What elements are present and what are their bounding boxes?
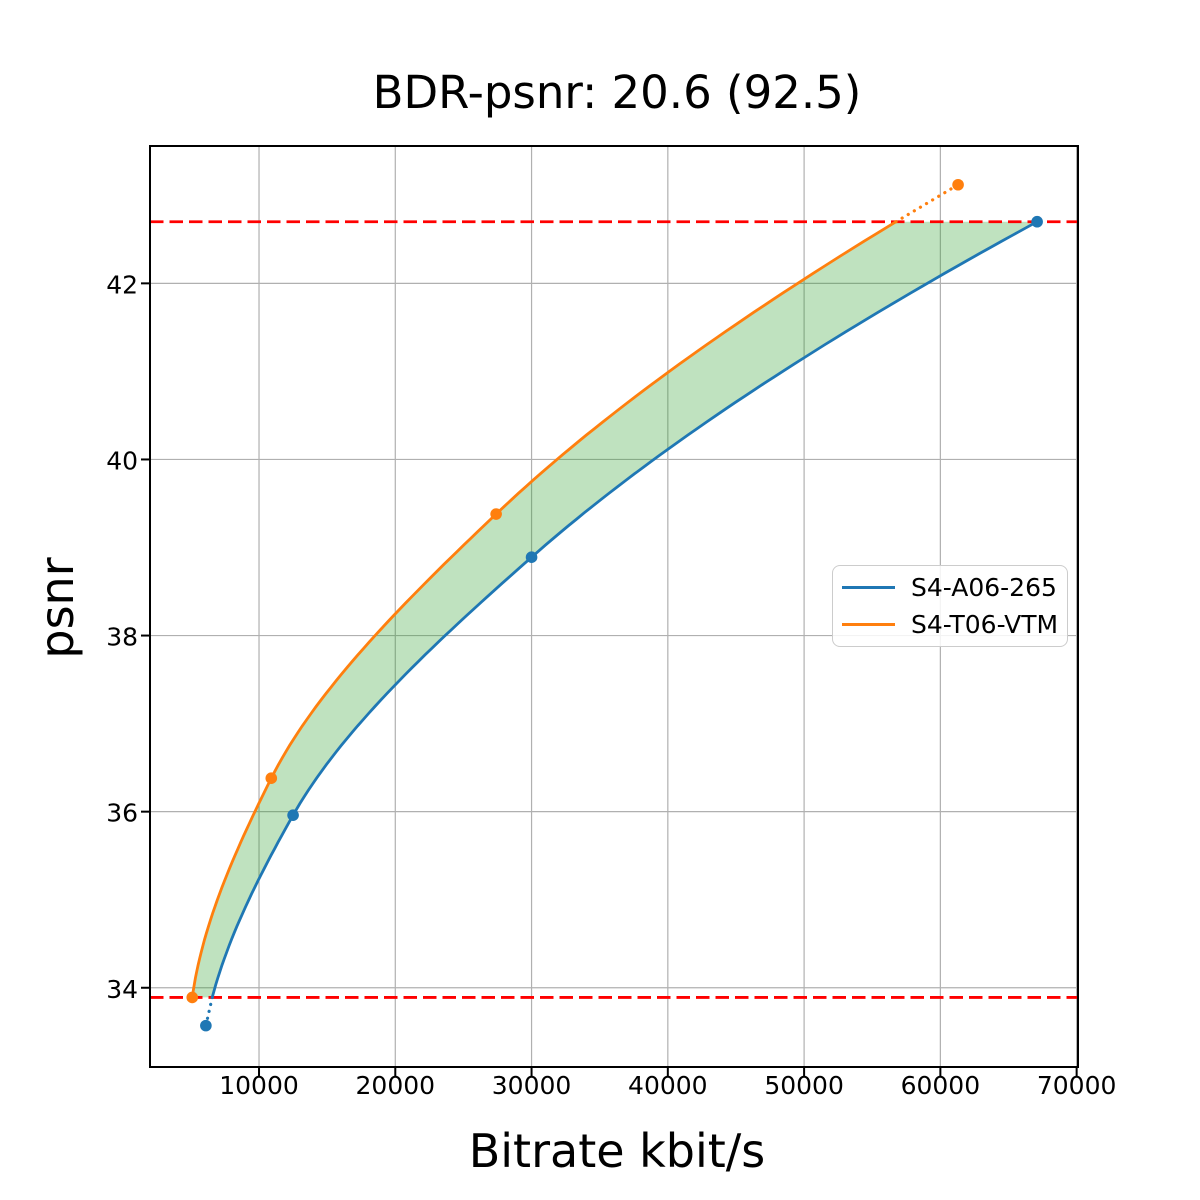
legend-line-sample-orange [842,623,895,626]
data-point-marker-s4-t06-vtm [952,178,964,191]
series-curve-s4-a06-265 [210,220,1038,998]
data-point-marker-s4-a06-265 [525,551,538,563]
data-point-marker-s4-t06-vtm [490,508,502,520]
data-point-marker-s4-t06-vtm [265,772,278,784]
data-point-marker-s4-t06-vtm [186,991,199,1004]
data-point-marker-s4-a06-265 [287,809,299,821]
y-tick-label: 42 [106,270,138,299]
data-point-marker-s4-a06-265 [1031,215,1043,228]
x-tick-label: 20000 [356,1071,436,1100]
x-tick-label: 70000 [1037,1071,1117,1100]
series-curve-s4-t06-vtm [190,220,897,998]
y-axis-label: psnr [30,557,84,659]
x-tick-label: 50000 [764,1071,844,1100]
x-tick-label: 40000 [628,1071,708,1100]
y-tick-label: 36 [106,799,138,828]
legend: S4-A06-265 S4-T06-VTM [832,565,1068,647]
y-tick-label: 34 [106,975,138,1004]
y-tick-label: 40 [106,446,138,475]
series-dotted-extension-s4-t06-vtm [894,183,960,224]
chart-title: BDR-psnr: 20.6 (92.5) [372,66,862,119]
legend-label: S4-A06-265 [911,573,1057,602]
x-tick-label: 30000 [492,1071,572,1100]
x-axis-label: Bitrate kbit/s [468,1124,766,1178]
legend-label: S4-T06-VTM [911,610,1059,639]
axes-spines [149,145,1079,1068]
legend-line-sample-blue [842,586,895,589]
x-tick-label: 60000 [901,1071,981,1100]
legend-item: S4-A06-265 [833,569,1067,606]
x-tick-label: 10000 [219,1071,299,1100]
legend-item: S4-T06-VTM [833,606,1067,643]
data-point-marker-s4-a06-265 [200,1019,212,1032]
y-tick-label: 38 [106,623,138,652]
series-dotted-extension-s4-a06-265 [204,995,214,1028]
